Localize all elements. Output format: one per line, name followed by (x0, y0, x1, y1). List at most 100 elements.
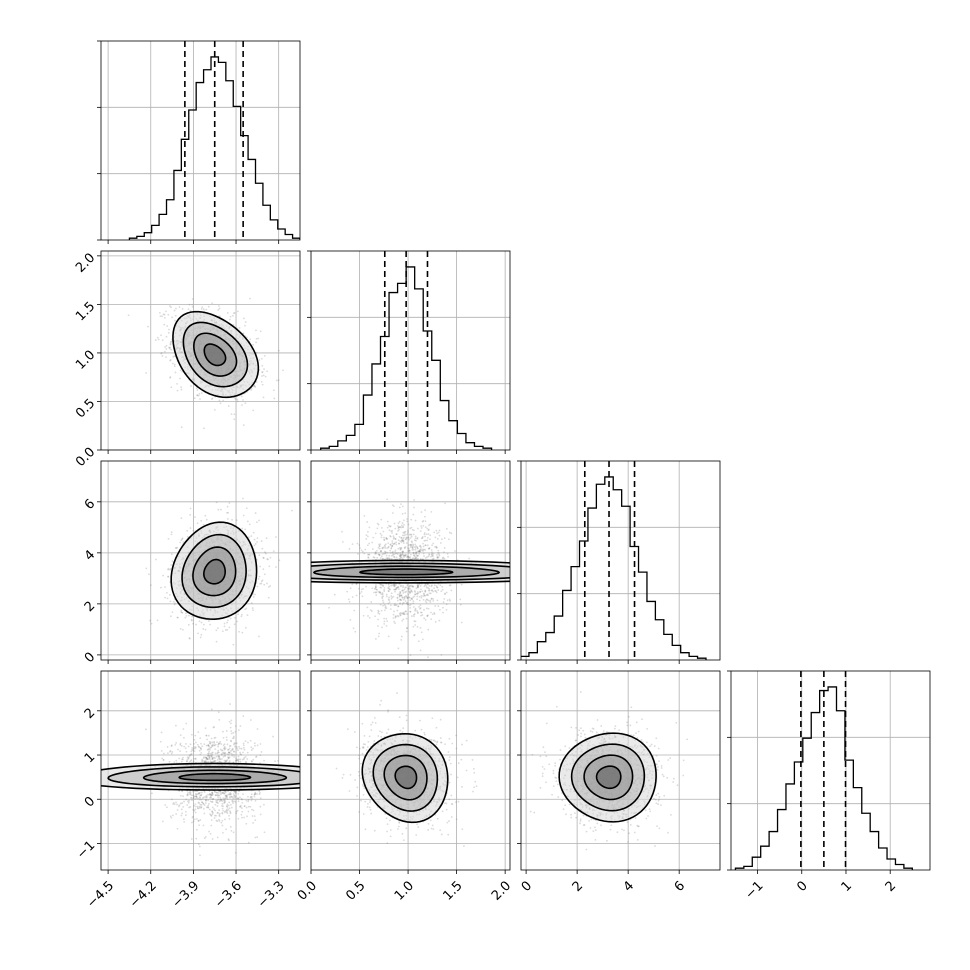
scatter-point (414, 557, 416, 560)
scatter-point (402, 589, 405, 592)
scatter-point (404, 610, 407, 613)
scatter-point (408, 587, 410, 590)
scatter-point (416, 592, 419, 595)
scatter-point (196, 522, 199, 525)
scatter-point (207, 744, 210, 747)
scatter-point (371, 587, 374, 590)
scatter-point (399, 598, 402, 601)
scatter-point (418, 550, 421, 553)
scatter-point (204, 760, 207, 762)
scatter-point (392, 617, 395, 619)
scatter-point (267, 586, 270, 588)
scatter-point (431, 589, 434, 592)
scatter-point (257, 337, 260, 340)
scatter-point (200, 307, 203, 310)
scatter-point (411, 598, 414, 601)
scatter-point (386, 557, 389, 560)
scatter-point (226, 505, 229, 508)
scatter-point (397, 586, 400, 589)
scatter-point (197, 807, 200, 810)
scatter-point (262, 557, 265, 559)
scatter-point (399, 602, 402, 605)
scatter-point (419, 607, 422, 609)
scatter-point (240, 753, 243, 756)
scatter-point (437, 551, 439, 554)
scatter-point (426, 614, 429, 617)
scatter-point (393, 536, 395, 539)
scatter-point (398, 535, 401, 538)
scatter-point (377, 612, 379, 614)
scatter-point (397, 526, 400, 529)
scatter-point (249, 297, 251, 300)
scatter-point (216, 836, 219, 839)
scatter-point (420, 527, 423, 529)
scatter-point (423, 594, 426, 597)
scatter-point (207, 806, 210, 809)
scatter-point (238, 326, 241, 329)
scatter-point (210, 708, 213, 711)
scatter-point (240, 615, 243, 618)
scatter-point (221, 792, 224, 794)
scatter-point (192, 529, 195, 532)
scatter-point (179, 369, 182, 372)
scatter-point (291, 509, 293, 512)
scatter-point (205, 799, 207, 802)
scatter-point (423, 533, 426, 536)
scatter-point (409, 584, 411, 587)
scatter-point (222, 736, 225, 739)
scatter-point (206, 795, 208, 798)
scatter-point (194, 516, 196, 519)
scatter-point (404, 553, 407, 556)
scatter-point (218, 760, 221, 763)
scatter-point (351, 583, 354, 586)
scatter-point (368, 553, 370, 556)
scatter-point (149, 584, 152, 587)
ytick-label: 0.5 (73, 396, 98, 421)
scatter-point (210, 824, 213, 827)
scatter-point (245, 607, 248, 610)
scatter-point (374, 586, 377, 589)
scatter-point (369, 609, 372, 611)
scatter-point (168, 328, 170, 331)
scatter-point (215, 501, 218, 504)
scatter-point (256, 541, 259, 543)
scatter-point (234, 725, 237, 727)
scatter-point (250, 760, 253, 763)
scatter-point (201, 801, 203, 804)
scatter-point (266, 582, 268, 585)
scatter-point (252, 344, 254, 346)
scatter-point (399, 590, 402, 593)
scatter-point (382, 530, 385, 533)
scatter-point (408, 596, 411, 599)
scatter-point (189, 743, 192, 746)
scatter-point (409, 610, 412, 613)
scatter-point (197, 801, 200, 804)
scatter-point (243, 758, 245, 760)
scatter-point (233, 796, 236, 799)
scatter-point (423, 555, 425, 557)
scatter-point (413, 634, 416, 636)
scatter-point (388, 596, 391, 599)
scatter-point (164, 346, 166, 348)
scatter-point (392, 505, 395, 508)
scatter-point (403, 554, 406, 557)
scatter-point (187, 308, 190, 311)
scatter-point (396, 596, 399, 599)
scatter-point (403, 524, 405, 526)
scatter-point (403, 611, 405, 614)
scatter-point (211, 302, 214, 305)
scatter-point (399, 554, 401, 557)
scatter-point (213, 408, 216, 411)
scatter-point (213, 742, 216, 744)
scatter-point (393, 584, 396, 587)
scatter-point (388, 529, 391, 532)
scatter-point (186, 760, 188, 762)
scatter-point (413, 554, 415, 557)
scatter-point (253, 815, 256, 817)
panel-frame (310, 250, 511, 451)
scatter-point (381, 557, 384, 560)
scatter-point (389, 549, 392, 552)
scatter-point (192, 796, 195, 799)
scatter-point (402, 526, 405, 528)
scatter-point (397, 586, 400, 588)
